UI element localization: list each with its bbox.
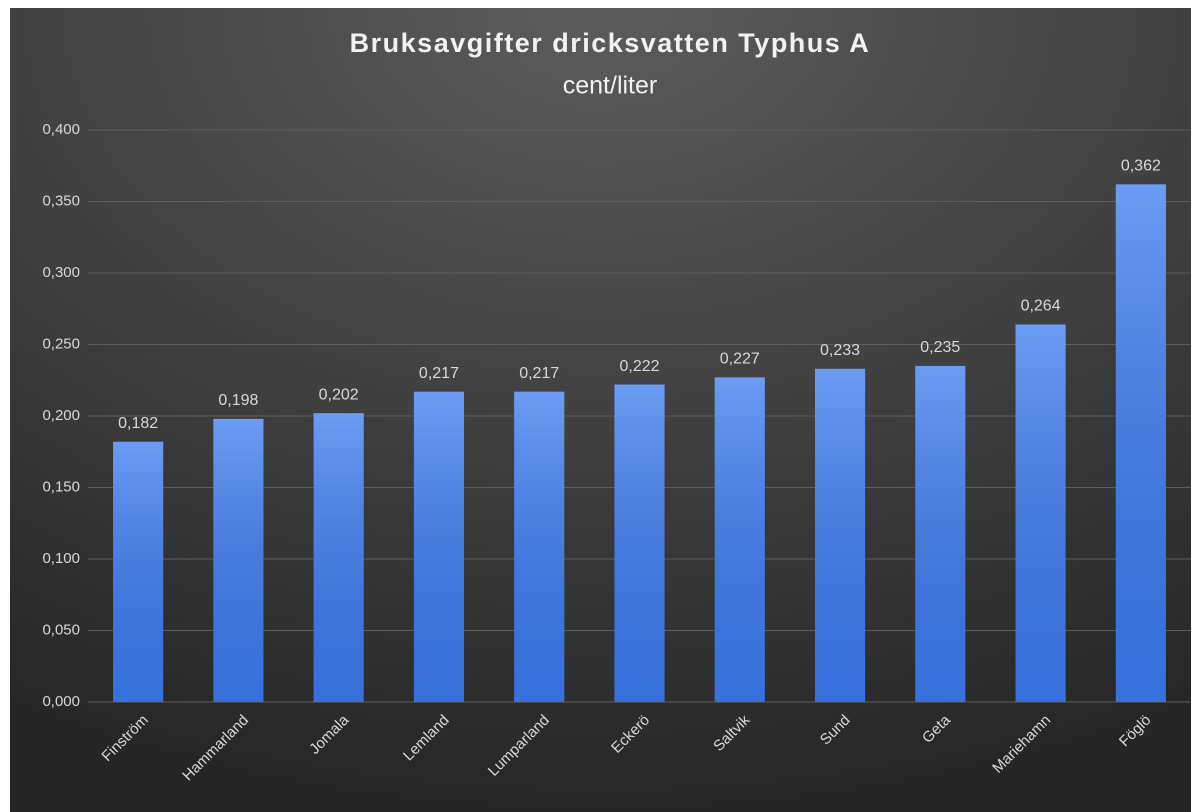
y-tick-label: 0,000 (42, 693, 80, 710)
y-tick-label: 0,300 (42, 264, 80, 281)
data-label: 0,235 (920, 339, 960, 356)
data-label: 0,362 (1121, 158, 1161, 175)
data-label: 0,217 (419, 365, 459, 382)
bar-shade (1115, 184, 1166, 703)
data-label: 0,217 (519, 365, 559, 382)
bar-shade (814, 368, 866, 702)
y-tick-label: 0,400 (42, 121, 80, 138)
y-tick-label: 0,150 (42, 478, 80, 495)
data-label: 0,222 (619, 358, 659, 375)
chart-subtitle: cent/liter (563, 72, 657, 100)
y-tick-label: 0,200 (42, 407, 80, 424)
data-label: 0,227 (720, 351, 760, 368)
bar-shade (514, 391, 565, 702)
data-label: 0,202 (319, 386, 359, 403)
bar-shade (213, 418, 264, 702)
data-label: 0,198 (218, 392, 258, 409)
y-tick-label: 0,050 (42, 621, 80, 638)
y-tick-label: 0,100 (42, 550, 80, 567)
y-tick-label: 0,250 (42, 335, 80, 352)
bar-shade (413, 391, 465, 702)
bar-shade (313, 413, 364, 702)
data-label: 0,264 (1021, 298, 1061, 315)
chart-background (10, 8, 1191, 812)
bar-shade (113, 441, 164, 702)
bar-shade (614, 384, 665, 702)
bar-shade (714, 377, 765, 702)
bar-shade (915, 365, 966, 702)
data-label: 0,233 (820, 342, 860, 359)
data-label: 0,182 (118, 415, 158, 432)
bar-shade (1015, 324, 1066, 702)
chart-title: Bruksavgifter dricksvatten Typhus A (350, 28, 871, 58)
y-tick-label: 0,350 (42, 192, 80, 209)
